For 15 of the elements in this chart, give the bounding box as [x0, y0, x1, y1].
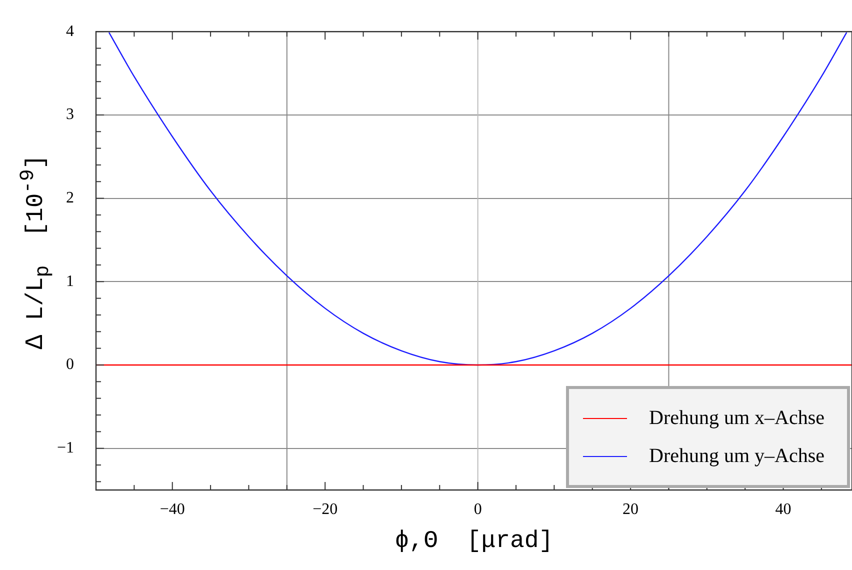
y-tick-label: −1 [56, 440, 74, 457]
y-tick-label: 3 [66, 106, 74, 124]
x-tick-label: 0 [474, 500, 482, 518]
y-tick-label: 2 [66, 189, 74, 206]
legend-label: Drehung um x–Achse [649, 406, 825, 430]
y-tick-label: 4 [66, 22, 74, 40]
x-axis-title: ϕ,Θ [μrad] [394, 528, 554, 555]
x-tick-label: −20 [312, 500, 338, 518]
y-tick-label: 1 [66, 272, 74, 290]
x-tick-label: 20 [622, 500, 639, 518]
y-tick-label: 0 [66, 356, 74, 374]
legend-label: Drehung um y–Achse [649, 444, 825, 468]
x-tick-label: 40 [775, 500, 792, 518]
x-tick-label: −40 [160, 500, 185, 518]
line-series [108, 32, 848, 366]
